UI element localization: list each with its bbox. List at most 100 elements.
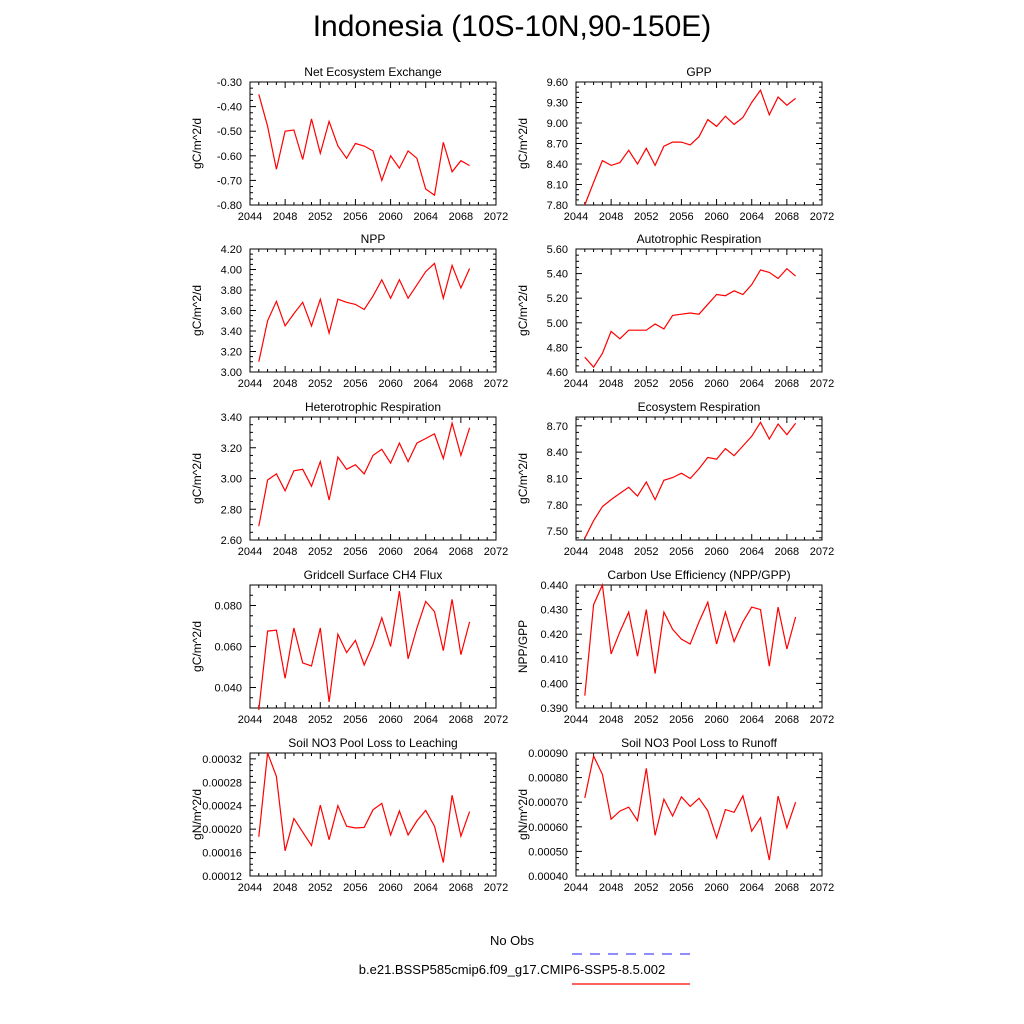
x-tick-label: 2048 (599, 714, 623, 726)
plot-frame (249, 248, 497, 373)
y-axis-label: gC/m^2/d (516, 118, 530, 169)
x-tick-label: 2064 (739, 714, 763, 726)
y-tick-label: 8.70 (547, 421, 568, 433)
panel-soil-no3-pool-loss-to-runoff: Soil NO3 Pool Loss to Runoff gN/m^2/d 2044… (516, 736, 834, 894)
x-tick-label: 2056 (669, 882, 693, 894)
y-tick-label: 8.70 (547, 139, 568, 151)
y-tick-label: 0.00032 (202, 754, 242, 766)
series-line (258, 591, 471, 711)
y-tick-label: 3.00 (221, 474, 242, 486)
x-tick-label: 2072 (810, 546, 834, 558)
x-tick-label: 2052 (634, 882, 658, 894)
x-tick-label: 2044 (238, 882, 262, 894)
x-tick-label: 2048 (273, 211, 297, 223)
y-axis-label: gC/m^2/d (190, 118, 204, 169)
y-tick-label: 4.80 (547, 342, 568, 354)
panel-npp: NPP gC/m^2/d 2044 2048 2052 2056 2060 2064 2068 2… (190, 232, 508, 390)
x-tick-label: 2064 (413, 546, 437, 558)
y-tick-label: 4.20 (221, 244, 242, 256)
panel-title: NPP (361, 232, 386, 246)
x-tick-label: 2064 (739, 378, 763, 390)
plot-frame (575, 752, 823, 877)
plot-frame (249, 416, 497, 541)
x-tick-label: 2048 (599, 882, 623, 894)
panel-title: Gridcell Surface CH4 Flux (304, 568, 443, 582)
x-tick-label: 2068 (449, 211, 473, 223)
legend-case-line (572, 983, 690, 985)
x-tick-label: 2056 (669, 546, 693, 558)
x-tick-label: 2044 (238, 211, 262, 223)
y-tick-label: 0.040 (214, 683, 242, 695)
x-tick-label: 2052 (308, 211, 332, 223)
x-tick-label: 2060 (704, 714, 728, 726)
y-tick-label: 0.430 (540, 605, 568, 617)
y-tick-label: 2.80 (221, 504, 242, 516)
x-tick-label: 2064 (413, 211, 437, 223)
y-tick-label: 0.00012 (202, 871, 242, 883)
x-tick-label: 2072 (484, 546, 508, 558)
x-tick-label: 2052 (634, 546, 658, 558)
plot-frame (575, 248, 823, 373)
x-tick-label: 2064 (739, 211, 763, 223)
x-tick-label: 2056 (343, 546, 367, 558)
legend-case-label: b.e21.BSSP585cmip6.f09_g17.CMIP6-SSP5-8.… (358, 962, 666, 977)
y-tick-label: 8.10 (547, 180, 568, 192)
x-tick-label: 2052 (308, 378, 332, 390)
x-tick-label: 2044 (564, 546, 588, 558)
x-tick-label: 2052 (308, 882, 332, 894)
y-tick-label: 3.20 (221, 347, 242, 359)
y-tick-label: 0.420 (540, 629, 568, 641)
y-tick-label: 0.00020 (202, 824, 242, 836)
y-tick-label: 8.40 (547, 447, 568, 459)
x-tick-label: 2068 (775, 378, 799, 390)
y-tick-label: 2.60 (221, 535, 242, 547)
x-tick-label: 2060 (704, 378, 728, 390)
panel-carbon-use-efficiency-npp-gpp: Carbon Use Efficiency (NPP/GPP) NPP/GPP 20… (516, 568, 834, 726)
x-tick-label: 2048 (599, 378, 623, 390)
y-tick-label: 7.80 (547, 500, 568, 512)
y-tick-label: 9.00 (547, 118, 568, 130)
y-tick-label: 8.40 (547, 159, 568, 171)
x-tick-label: 2064 (739, 882, 763, 894)
y-tick-label: 7.80 (547, 200, 568, 212)
x-tick-label: 2068 (775, 546, 799, 558)
x-tick-label: 2060 (378, 211, 402, 223)
x-tick-label: 2044 (238, 714, 262, 726)
y-tick-label: -0.30 (217, 77, 242, 89)
y-tick-label: -0.60 (217, 151, 242, 163)
y-tick-label: -0.40 (217, 102, 242, 114)
x-tick-label: 2056 (343, 882, 367, 894)
y-tick-label: 9.60 (547, 77, 568, 89)
y-axis-label: gC/m^2/d (516, 453, 530, 504)
series-line (258, 94, 470, 197)
y-tick-label: -0.70 (217, 175, 242, 187)
series-line (584, 267, 796, 369)
y-tick-label: 4.60 (547, 367, 568, 379)
y-tick-label: 5.60 (547, 244, 568, 256)
y-axis-label: NPP/GPP (516, 620, 530, 673)
y-tick-label: 3.80 (221, 285, 242, 297)
x-tick-label: 2052 (634, 211, 658, 223)
x-tick-label: 2056 (669, 714, 693, 726)
y-tick-label: 0.00028 (202, 777, 242, 789)
panel-title: GPP (686, 65, 711, 79)
x-tick-label: 2072 (810, 882, 834, 894)
x-tick-label: 2056 (343, 714, 367, 726)
y-tick-label: 0.00080 (528, 773, 568, 785)
y-axis-label: gC/m^2/d (190, 453, 204, 504)
y-tick-label: 0.080 (214, 601, 242, 613)
x-tick-label: 2068 (775, 211, 799, 223)
y-tick-label: 0.410 (540, 654, 568, 666)
x-tick-label: 2060 (378, 378, 402, 390)
y-tick-label: 3.00 (221, 367, 242, 379)
x-tick-label: 2060 (378, 546, 402, 558)
y-tick-label: 0.060 (214, 642, 242, 654)
x-tick-label: 2064 (413, 714, 437, 726)
x-tick-label: 2056 (343, 211, 367, 223)
legend-obs-line (572, 953, 690, 955)
x-tick-label: 2060 (704, 546, 728, 558)
y-tick-label: 5.20 (547, 293, 568, 305)
x-tick-label: 2064 (413, 378, 437, 390)
x-tick-label: 2056 (343, 378, 367, 390)
